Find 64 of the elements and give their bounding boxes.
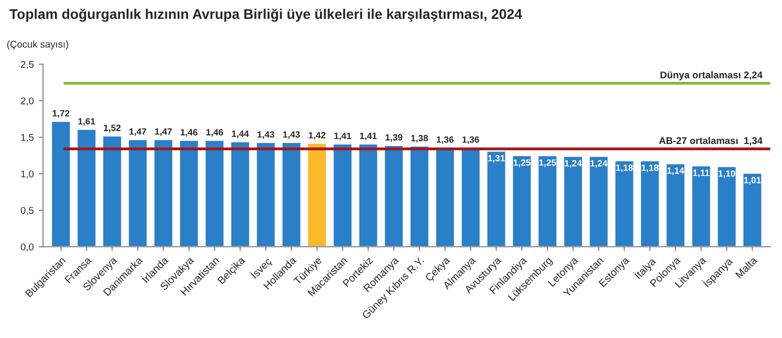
- data-label: 1,72: [52, 110, 70, 118]
- data-label: 1,42: [308, 132, 326, 140]
- data-label: 1,47: [130, 128, 146, 136]
- bar: [178, 139, 200, 247]
- bar: [716, 166, 738, 247]
- y-tick-label: 2,0: [20, 97, 34, 106]
- data-label: 1,46: [206, 129, 224, 137]
- bar: [742, 172, 763, 247]
- bar: [537, 154, 558, 247]
- bar: [562, 156, 584, 247]
- data-label: 1,24: [564, 160, 582, 168]
- data-label: 1,41: [360, 132, 377, 140]
- y-tick-label: 0,5: [20, 206, 34, 216]
- bar: [153, 138, 174, 247]
- data-label: 1,41: [334, 132, 352, 140]
- data-label: 1,43: [283, 131, 300, 139]
- bar: [102, 135, 122, 247]
- data-label: 1,01: [744, 176, 761, 185]
- bar: [640, 160, 660, 247]
- y-tick-label: 2,5: [20, 60, 34, 69]
- bar: [306, 142, 328, 247]
- bar: [50, 120, 72, 247]
- y-tick-label: 1,5: [21, 134, 34, 142]
- bar: [358, 143, 379, 247]
- data-label: 1,36: [462, 136, 480, 144]
- data-label: 1,46: [180, 129, 198, 137]
- data-label: 1,11: [693, 170, 710, 178]
- bar: [230, 140, 250, 247]
- chart-title: Toplam doğurganlık hızının Avrupa Birliği üye ülkeleri ile karşılaştırması, 2024: [10, 8, 522, 22]
- ref-line-label: Dünya ortalaması 2,24: [660, 71, 763, 80]
- bar: [512, 154, 532, 247]
- data-label: 1,47: [155, 128, 172, 136]
- bar: [256, 142, 276, 247]
- y-tick-label: 1,0: [21, 170, 34, 178]
- data-label: 1,31: [488, 154, 505, 163]
- bar: [332, 143, 353, 247]
- data-label: 1,36: [436, 136, 454, 144]
- y-axis-title: (Çocuk sayısı): [7, 40, 68, 50]
- data-label: 1,14: [667, 167, 684, 176]
- y-tick-label: 0,0: [20, 243, 34, 252]
- bar: [409, 145, 430, 247]
- bar: [384, 144, 404, 247]
- bar: [588, 156, 609, 247]
- bar: [281, 142, 302, 247]
- bar: [614, 160, 635, 247]
- bar: [76, 128, 97, 247]
- data-label: 1,39: [386, 134, 402, 142]
- data-label: 1,18: [642, 164, 658, 172]
- data-label: 1,18: [616, 164, 633, 172]
- bar: [690, 165, 712, 247]
- bar: [665, 162, 686, 247]
- data-label: 1,61: [78, 118, 96, 126]
- data-label: 1,44: [232, 130, 249, 138]
- data-label: 1,25: [514, 159, 530, 168]
- data-label: 1,24: [590, 160, 608, 168]
- data-label: 1,10: [718, 170, 736, 178]
- bar: [204, 139, 225, 247]
- ref-line-label: AB-27 ortalaması 1,34: [659, 136, 763, 146]
- data-label: 1,52: [104, 124, 121, 132]
- data-label: 1,38: [411, 134, 428, 143]
- data-label: 1,25: [539, 159, 556, 168]
- data-label: 1,43: [258, 131, 274, 139]
- bar: [127, 138, 148, 247]
- bar: [486, 150, 507, 247]
